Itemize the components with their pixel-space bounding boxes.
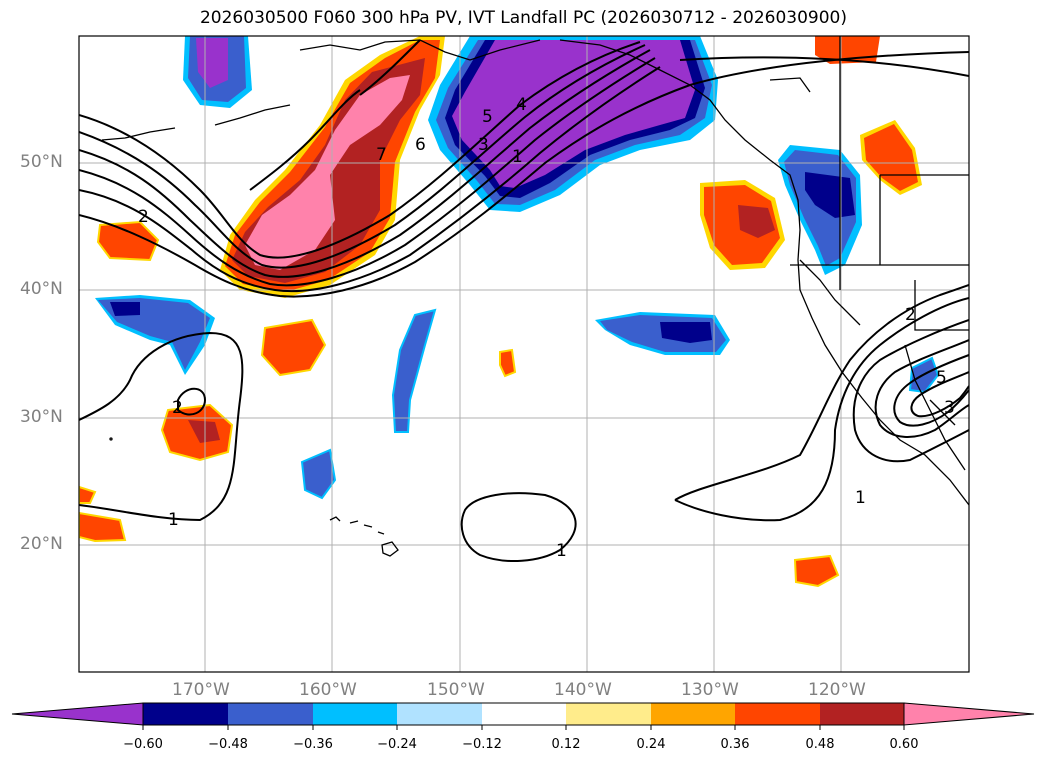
pv-anomaly-positive-west [96,220,160,262]
contour-label: 1 [556,541,567,561]
colorbar-tick-label: 0.36 [720,737,750,752]
lat-label: 50°N [20,152,63,172]
map-frame [78,35,970,673]
contour-label: 6 [415,135,426,155]
lon-label: 160°W [299,680,357,700]
contour-label: 1 [855,488,866,508]
contour-labels: 2 7 6 5 4 3 1 2 1 1 2 5 3 1 [138,95,955,561]
pv-anomaly-positive-southwest [160,403,234,462]
contour-label: 7 [376,145,387,165]
colorbar-segment [651,703,735,725]
colorbar-segment [397,703,482,725]
colorbar-extend-max [903,702,1035,726]
pv-anomaly-negative-west [95,295,215,375]
lon-label: 150°W [427,680,485,700]
pv-anomaly-negative-hawaii [300,448,337,500]
lon-label: 130°W [681,680,739,700]
colorbar-tick-label: −0.12 [462,737,502,752]
gridlines [79,36,969,672]
colorbar-tick-label: 0.12 [551,737,581,752]
pv-anomaly-negative-east [595,312,730,355]
colorbar-segment [143,703,228,725]
pv-anomaly-positive-small [499,348,517,378]
pv-anomaly-positive-central-west [260,318,327,377]
contour-label: 1 [168,510,179,530]
contour-label: 5 [482,107,493,127]
lon-label: 120°W [808,680,866,700]
pv-anomaly-negative-gulf-alaska [428,36,718,212]
colorbar-tick-label: 0.60 [889,737,919,752]
contour-label: 3 [478,135,489,155]
lon-label: 170°W [172,680,230,700]
colorbar-segment [313,703,397,725]
hawaii-islands [109,437,399,557]
pv-anomaly-positive-bc-coast [860,120,922,195]
colorbar-segment [228,703,313,725]
colorbar-segment [482,703,566,725]
colorbar-segment [735,703,820,725]
contour-label: 4 [516,95,527,115]
ivt-contours [79,39,969,563]
contour-label: 3 [944,398,955,418]
contour-label: 5 [936,368,947,388]
colorbar-tick-label: −0.36 [293,737,333,752]
colorbar-segment [820,703,904,725]
colorbar-extend-min [11,702,144,726]
colorbar-tick-label: 0.24 [636,737,666,752]
contour-label: 2 [172,398,183,418]
colorbar-tick-label: −0.60 [123,737,163,752]
pv-anomaly-positive-pacific-nw [700,180,785,270]
lat-label: 40°N [20,279,63,299]
contour-label: 1 [512,147,523,167]
colorbar-tick-label: −0.24 [377,737,417,752]
lat-label: 20°N [20,534,63,554]
lon-label: 140°W [554,680,612,700]
pv-anomaly-negative-bering [183,36,252,108]
contour-label: 2 [138,207,149,227]
lat-label: 30°N [20,407,63,427]
contour-label: 2 [905,305,916,325]
pv-anomaly-positive-edge [79,485,127,543]
pv-anomaly-positive-south [793,554,840,588]
colorbar-segment [566,703,651,725]
colorbar-tick-label: 0.48 [805,737,835,752]
pv-anomaly-negative-central [391,308,437,433]
colorbar [11,702,1035,730]
plot-title: 2026030500 F060 300 hPa PV, IVT Landfall… [199,8,847,28]
colorbar-tick-label: −0.48 [208,737,248,752]
